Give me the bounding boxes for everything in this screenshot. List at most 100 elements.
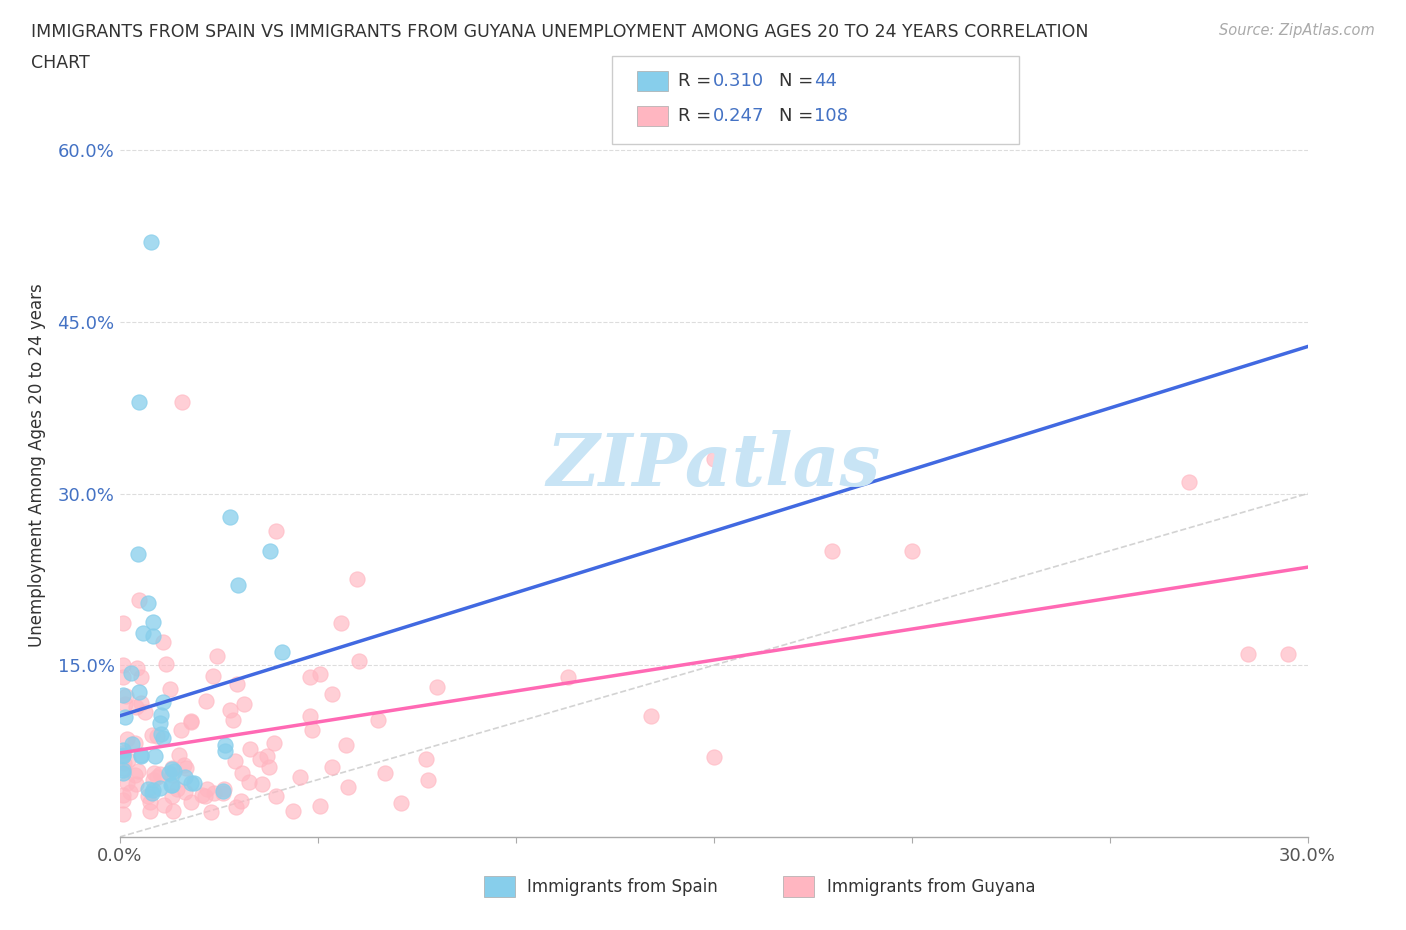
- Point: [112, 792, 135, 807]
- Point: [211, 785, 233, 800]
- Point: [162, 789, 184, 804]
- Point: [214, 737, 236, 752]
- Point: [229, 794, 252, 809]
- Point: [200, 805, 222, 820]
- Point: [195, 781, 218, 796]
- Point: [321, 759, 343, 774]
- Point: [162, 768, 184, 783]
- Point: [557, 670, 579, 684]
- Point: [155, 657, 177, 671]
- Point: [125, 699, 148, 714]
- Point: [112, 761, 135, 776]
- Point: [426, 680, 449, 695]
- Point: [298, 709, 321, 724]
- Point: [142, 773, 165, 788]
- Text: ZIPatlas: ZIPatlas: [547, 430, 880, 500]
- Point: [321, 686, 343, 701]
- Point: [180, 776, 202, 790]
- Point: [112, 747, 135, 762]
- Point: [128, 394, 150, 409]
- Point: [114, 710, 136, 724]
- Point: [180, 714, 202, 729]
- Point: [169, 748, 191, 763]
- Point: [124, 736, 146, 751]
- Text: CHART: CHART: [31, 54, 90, 72]
- Point: [152, 731, 174, 746]
- Point: [201, 669, 224, 684]
- Point: [112, 755, 135, 770]
- Point: [153, 797, 176, 812]
- Text: 0.310: 0.310: [713, 72, 763, 90]
- Point: [139, 804, 162, 818]
- Point: [141, 727, 163, 742]
- Point: [148, 715, 170, 730]
- Point: [389, 796, 412, 811]
- Point: [120, 666, 142, 681]
- Point: [233, 697, 256, 711]
- Point: [124, 777, 146, 791]
- Point: [142, 615, 165, 630]
- Point: [152, 695, 174, 710]
- Point: [118, 784, 141, 799]
- Point: [225, 800, 247, 815]
- Point: [114, 697, 136, 711]
- Point: [180, 713, 202, 728]
- Point: [259, 543, 281, 558]
- Point: [1237, 646, 1260, 661]
- Point: [115, 776, 138, 790]
- Point: [290, 770, 312, 785]
- Text: Source: ZipAtlas.com: Source: ZipAtlas.com: [1219, 23, 1375, 38]
- Point: [141, 786, 163, 801]
- Point: [347, 653, 370, 668]
- Point: [270, 644, 292, 659]
- Point: [112, 765, 135, 780]
- Point: [180, 795, 202, 810]
- Point: [149, 767, 172, 782]
- Point: [160, 762, 183, 777]
- Point: [214, 743, 236, 758]
- Point: [264, 524, 287, 538]
- Point: [205, 649, 228, 664]
- Point: [703, 452, 725, 467]
- Point: [112, 806, 135, 821]
- Point: [112, 788, 135, 803]
- Point: [160, 761, 183, 776]
- Point: [194, 694, 217, 709]
- Point: [157, 765, 180, 780]
- Point: [112, 749, 135, 764]
- Point: [128, 684, 150, 699]
- Point: [115, 732, 138, 747]
- Point: [149, 708, 172, 723]
- Point: [115, 688, 138, 703]
- Point: [194, 789, 217, 804]
- Point: [1178, 474, 1201, 489]
- Point: [143, 765, 166, 780]
- Point: [145, 770, 167, 785]
- Point: [640, 708, 662, 723]
- Point: [127, 660, 149, 675]
- Point: [1277, 646, 1299, 661]
- Point: [264, 789, 287, 804]
- Point: [183, 776, 205, 790]
- Point: [219, 509, 242, 524]
- Point: [335, 737, 357, 752]
- Point: [136, 595, 159, 610]
- Point: [238, 775, 260, 790]
- Text: R =: R =: [678, 107, 717, 126]
- Point: [128, 592, 150, 607]
- Point: [309, 667, 332, 682]
- Point: [299, 670, 322, 684]
- Point: [112, 615, 135, 630]
- Point: [136, 782, 159, 797]
- Point: [309, 798, 332, 813]
- Point: [143, 749, 166, 764]
- Text: N =: N =: [779, 72, 818, 90]
- Point: [418, 772, 440, 787]
- Text: Immigrants from Guyana: Immigrants from Guyana: [827, 878, 1035, 897]
- Point: [900, 543, 922, 558]
- Point: [172, 394, 194, 409]
- Point: [162, 764, 184, 778]
- Point: [228, 578, 250, 592]
- Point: [212, 781, 235, 796]
- Point: [249, 751, 271, 766]
